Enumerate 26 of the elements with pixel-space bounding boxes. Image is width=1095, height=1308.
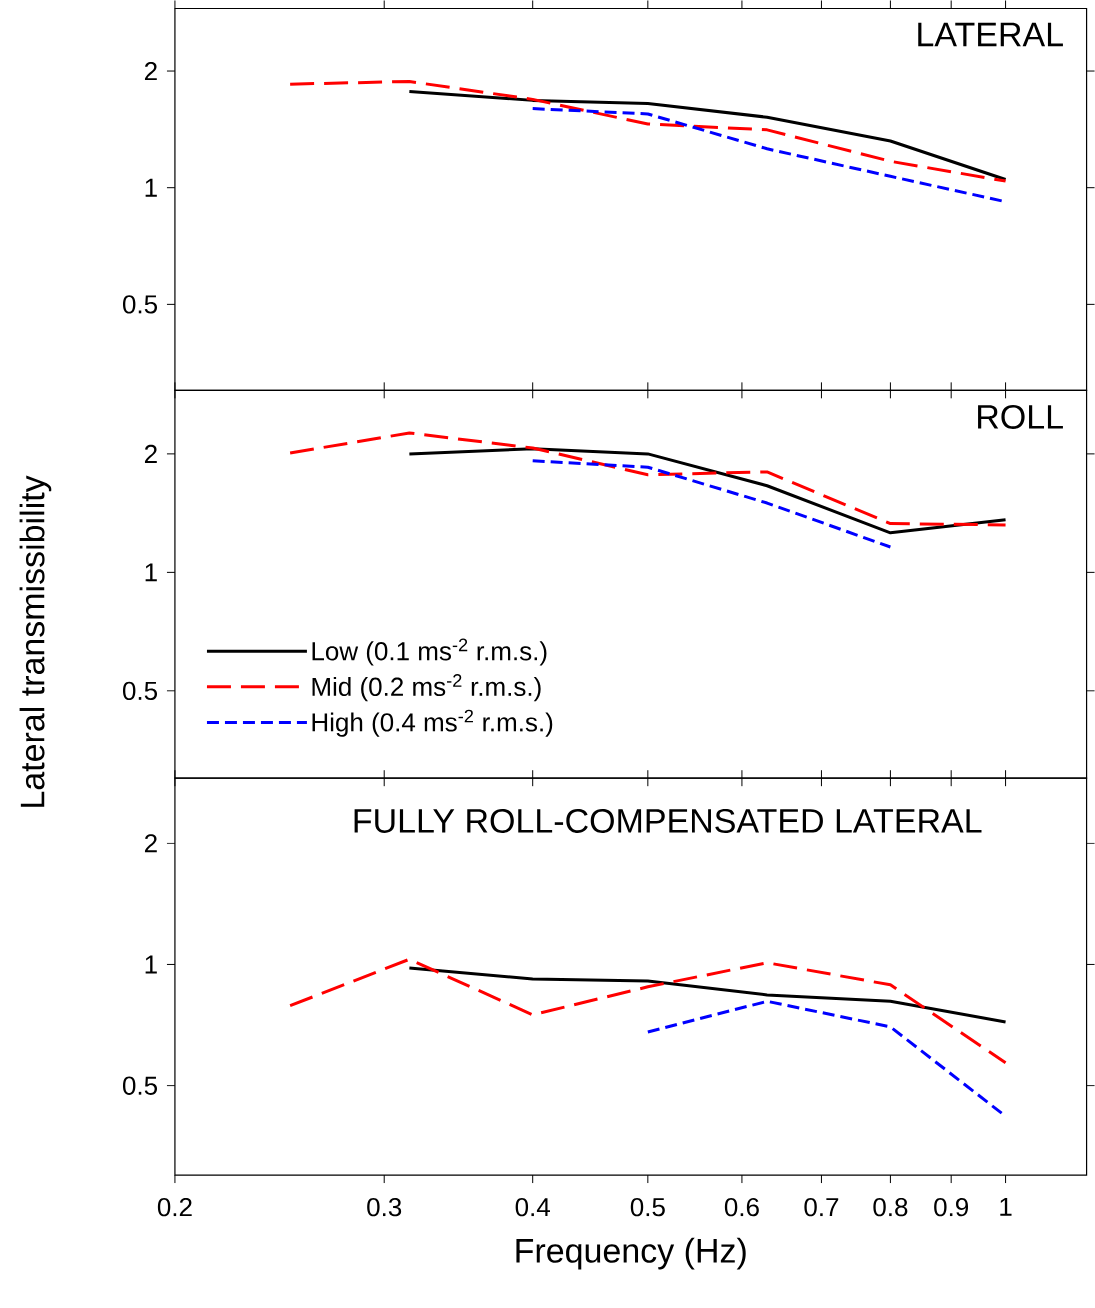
x-tick-label: 0.8 (873, 1197, 908, 1217)
y-axis-title: Lateral transmissibility (19, 475, 52, 807)
chart-title: ROLL (978, 404, 1063, 429)
y-tick-label: 0.5 (122, 295, 157, 314)
x-axis-title: Frequency (Hz) (516, 1237, 746, 1270)
y-tick-label: 1 (145, 563, 157, 582)
x-tick-label: 0.7 (804, 1197, 839, 1217)
y-tick-label: 1 (145, 178, 157, 197)
legend-label: High (0.4 ms$^{-2}$ r.m.s.) (312, 709, 553, 737)
y-tick-label: 0.5 (122, 681, 157, 701)
x-tick-label: 1 (1000, 1197, 1012, 1216)
legend-label: Low (0.1 ms$^{-2}$ r.m.s.) (312, 638, 547, 666)
x-tick-label: 0.5 (630, 1197, 665, 1217)
x-tick-label: 0.4 (515, 1197, 550, 1217)
y-tick-label: 2 (144, 61, 157, 81)
x-tick-label: 0.9 (934, 1197, 969, 1217)
x-tick-label: 0.3 (367, 1197, 402, 1217)
y-tick-label: 1 (145, 955, 157, 974)
x-tick-label: 0.6 (724, 1197, 759, 1217)
y-tick-label: 0.5 (122, 1076, 157, 1095)
chart-title: LATERAL (918, 22, 1063, 47)
legend-label: Mid (0.2 ms$^{-2}$ r.m.s.) (312, 674, 541, 702)
x-tick-label: 0.2 (157, 1197, 192, 1217)
text: FULLY ROLL-COMPENSATED LATERAL (354, 808, 982, 833)
y-tick-label: 2 (144, 834, 157, 853)
y-tick-label: 2 (144, 444, 157, 463)
